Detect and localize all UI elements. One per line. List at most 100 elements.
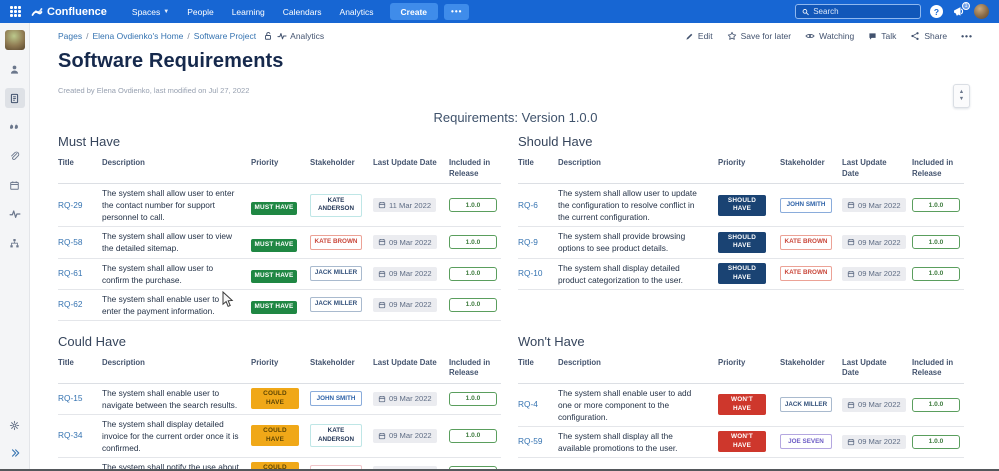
stepper-down-button[interactable]: ▼ <box>958 96 965 102</box>
priority-badge: MUST HAVE <box>251 238 297 252</box>
eye-icon <box>805 33 815 39</box>
space-avatar[interactable] <box>4 30 25 50</box>
priority-cell: MUST HAVE <box>251 196 310 215</box>
breadcrumb: Pages / Elena Ovdienko's Home / Software Pro… <box>58 31 973 41</box>
column-header: Last Update Date <box>373 158 437 168</box>
confluence-logo[interactable]: Confluence <box>31 6 107 18</box>
search-input[interactable] <box>813 7 914 16</box>
release-cell: 1.0.0 <box>912 434 964 449</box>
stakeholder-cell: JOHN SMITH <box>780 197 842 214</box>
table-row: RQ-58 The system shall allow user to view… <box>58 227 501 259</box>
requirement-description: The system shall allow user to confirm t… <box>102 262 214 285</box>
priority-badge: MUST HAVE <box>251 269 297 283</box>
requirement-id-link[interactable]: RQ-61 <box>58 267 83 278</box>
stakeholder-cell: KATE BROWN <box>780 265 842 282</box>
stakeholder-badge: KATE ANDERSON <box>310 193 362 218</box>
save-for-later-button[interactable]: Save for later <box>727 31 791 41</box>
section-heading: Could Have <box>58 333 126 349</box>
date-cell: 09 Mar 2022 <box>842 233 912 251</box>
release-cell: 1.0.0 <box>912 235 964 250</box>
requirement-id-link[interactable]: RQ-10 <box>518 267 543 278</box>
column-header: Title <box>58 357 74 367</box>
requirement-description: The system shall enable user to add one … <box>558 387 692 422</box>
stepper-up-button[interactable]: ▲ <box>958 88 965 95</box>
date-cell: 09 Mar 2022 <box>373 296 449 314</box>
notifications-icon[interactable]: 1 <box>952 2 970 18</box>
user-avatar[interactable] <box>974 4 989 19</box>
stakeholder-cell: JOHN SMITH <box>310 391 373 407</box>
notification-count-badge: 1 <box>962 2 970 10</box>
date-text: 09 Mar 2022 <box>858 400 901 410</box>
release-badge: 1.0.0 <box>449 391 497 406</box>
expand-icon[interactable] <box>5 443 25 463</box>
topbar-more-button[interactable]: ••• <box>444 3 470 20</box>
page-icon[interactable] <box>4 88 25 108</box>
requirement-id-link[interactable]: RQ-29 <box>58 199 83 210</box>
nav-item-people[interactable]: People <box>178 0 222 23</box>
app-switcher-icon[interactable] <box>10 6 21 17</box>
table-row: RQ-6 The system shall allow user to updat… <box>518 184 964 228</box>
requirement-id-link[interactable]: RQ-59 <box>518 436 543 447</box>
date-lozenge: 09 Mar 2022 <box>373 297 437 312</box>
chevron-down-icon: ▼ <box>163 8 170 15</box>
stakeholder-cell: JACK MILLER <box>780 397 842 413</box>
stakeholder-badge: JOHN SMITH <box>780 197 832 214</box>
date-cell: 09 Mar 2022 <box>842 265 912 283</box>
requirement-id-link[interactable]: RQ-6 <box>518 199 538 210</box>
release-cell: 1.0.0 <box>449 266 501 281</box>
release-badge: 1.0.0 <box>449 297 497 312</box>
nav-item-learning[interactable]: Learning <box>223 0 274 23</box>
column-header: Description <box>102 158 145 168</box>
requirement-id-link[interactable]: RQ-34 <box>58 430 83 441</box>
share-button[interactable]: Share <box>910 31 947 41</box>
column-header: Description <box>102 357 145 367</box>
watching-button[interactable]: Watching <box>805 31 854 41</box>
breadcrumb-link[interactable]: Pages <box>58 31 83 41</box>
date-lozenge: 09 Mar 2022 <box>842 198 906 213</box>
sidebar-items <box>4 59 25 253</box>
analytics-link[interactable]: Analytics <box>277 31 324 41</box>
nav-item-label: People <box>187 6 214 17</box>
nav-item-label: Spaces <box>131 6 161 17</box>
top-navigation-bar: Confluence Spaces ▼ People Learning Calendar… <box>0 0 999 23</box>
requirement-id-link[interactable]: RQ-4 <box>518 399 538 410</box>
nav-item-analytics[interactable]: Analytics <box>331 0 383 23</box>
date-cell: 09 Mar 2022 <box>842 396 912 414</box>
table-row: RQ-29 The system shall allow user to ente… <box>58 184 501 228</box>
nav-item-calendars[interactable]: Calendars <box>274 0 331 23</box>
create-button[interactable]: Create <box>389 3 439 20</box>
priority-cell: COULD HAVE <box>251 387 310 410</box>
search-box[interactable] <box>795 4 921 19</box>
page-content: Pages / Elena Ovdienko's Home / Software Pro… <box>31 23 999 471</box>
requirement-description: The system shall allow user to update th… <box>558 188 697 223</box>
breadcrumb-link[interactable]: Software Project <box>193 31 257 41</box>
edit-button[interactable]: Edit <box>685 31 713 41</box>
date-text: 09 Mar 2022 <box>389 300 432 310</box>
tree-icon[interactable] <box>5 233 25 253</box>
analytics-icon[interactable] <box>5 204 25 224</box>
date-lozenge: 09 Mar 2022 <box>842 397 906 412</box>
breadcrumb-link[interactable]: Elena Ovdienko's Home <box>92 31 184 41</box>
column-header: Last Update Date <box>373 357 437 367</box>
date-text: 11 Mar 2022 <box>389 200 432 210</box>
page-more-button[interactable]: ••• <box>961 31 973 41</box>
nav-item-spaces[interactable]: Spaces ▼ <box>123 0 178 23</box>
requirement-id-link[interactable]: RQ-15 <box>58 393 83 404</box>
help-icon[interactable]: ? <box>930 5 943 18</box>
calendar-icon[interactable] <box>5 175 25 195</box>
settings-icon[interactable] <box>5 415 25 435</box>
requirements-section: Should Have Title Description Priority Stake… <box>518 134 964 290</box>
requirement-id-link[interactable]: RQ-58 <box>58 236 83 247</box>
requirement-id-link[interactable]: RQ-62 <box>58 298 83 309</box>
user-icon[interactable] <box>5 59 25 79</box>
quote-icon[interactable] <box>5 117 25 137</box>
talk-button[interactable]: Talk <box>868 31 896 41</box>
date-text: 09 Mar 2022 <box>389 237 432 247</box>
date-text: 09 Mar 2022 <box>858 269 901 279</box>
requirement-description: The system shall allow user to enter the… <box>102 188 235 223</box>
stakeholder-cell: KATE ANDERSON <box>310 193 373 218</box>
unlocked-icon[interactable] <box>263 31 273 41</box>
attachment-icon[interactable] <box>5 146 25 166</box>
requirement-id-link[interactable]: RQ-9 <box>518 236 538 247</box>
